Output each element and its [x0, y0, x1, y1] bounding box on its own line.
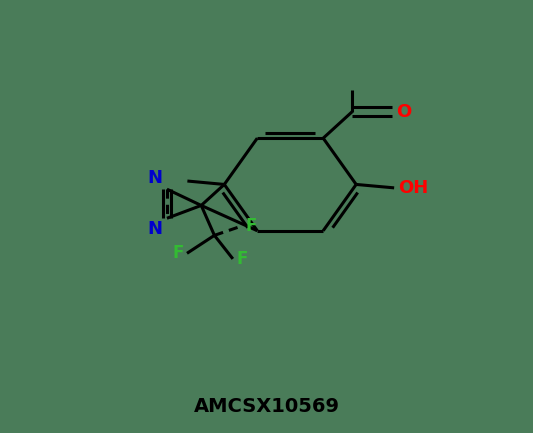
Text: AMCSX10569: AMCSX10569: [193, 397, 340, 416]
Text: N: N: [148, 220, 163, 239]
Text: F: F: [245, 217, 256, 235]
Text: F: F: [173, 244, 184, 262]
Text: O: O: [396, 103, 411, 121]
Text: N: N: [148, 169, 163, 187]
Text: F: F: [236, 250, 247, 268]
Text: OH: OH: [398, 179, 428, 197]
